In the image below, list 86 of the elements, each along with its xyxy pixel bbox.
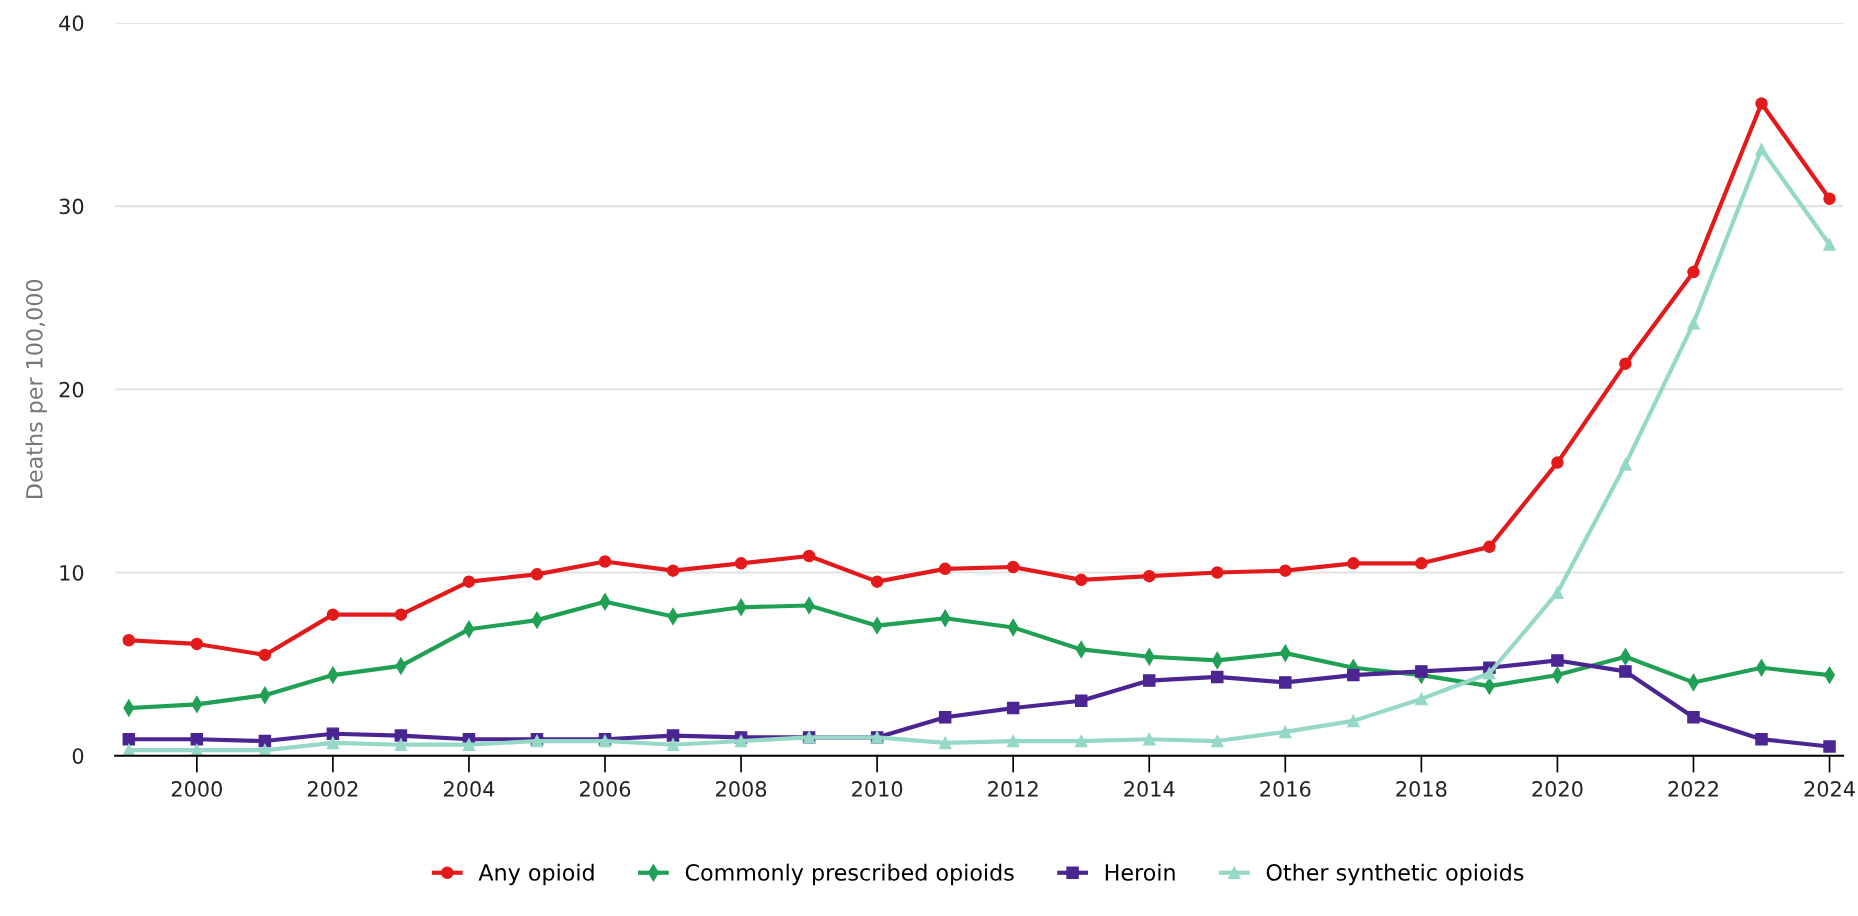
point [666,729,680,742]
point [1211,734,1224,748]
point [802,549,816,563]
point [1211,566,1224,579]
point [1142,732,1156,746]
point [394,608,408,621]
point [1551,456,1564,469]
point [1755,143,1768,156]
y-axis-title: Deaths per 100,000 [25,279,48,498]
y-tick-label: 40 [59,15,84,32]
point [1074,573,1088,587]
x-tick-label: 2024 [1804,781,1855,797]
point [666,564,680,577]
point [1142,674,1156,687]
x-tick-label: 2018 [1396,781,1447,797]
point [1687,317,1700,330]
point [1755,97,1768,110]
point [1483,540,1496,554]
point [1279,725,1292,739]
x-tick-label: 2006 [580,781,631,797]
x-tick-label: 2014 [1124,781,1175,797]
point [1823,740,1836,753]
point [1347,714,1360,728]
point [1755,732,1768,746]
point [1006,560,1020,574]
y-tick-label: 20 [59,381,84,398]
point [1074,734,1088,748]
point [734,557,748,570]
x-tick-label: 2000 [171,781,222,797]
x-tick-label: 2012 [988,781,1038,797]
x-tick-label: 2010 [852,781,903,797]
point [190,732,204,746]
point [190,637,204,651]
point [1619,357,1632,370]
point [938,562,952,576]
point [1823,192,1836,206]
point [1347,557,1360,570]
point [598,555,612,568]
point [1142,569,1156,583]
point [1006,734,1020,748]
point [394,729,408,742]
point [1551,586,1564,599]
point [326,727,340,740]
x-tick-label: 2016 [1260,781,1311,797]
point [666,738,680,751]
x-tick-label: 2004 [443,781,495,797]
point [462,575,476,588]
point [122,732,136,746]
point [1279,676,1292,689]
point [938,736,952,750]
point [258,648,272,662]
x-tick-label: 2020 [1532,781,1583,797]
point [1551,654,1564,667]
point [1006,701,1020,715]
legend-label: Any opioid [478,863,594,886]
point [1687,710,1700,724]
point [1279,564,1292,577]
point [1823,238,1836,251]
point [530,568,544,581]
point [1415,665,1428,678]
point [734,734,748,748]
x-tick-label: 2002 [307,781,358,797]
point [1619,665,1632,678]
point [326,736,340,750]
point [1483,667,1496,680]
point [1415,557,1428,570]
point [122,634,136,647]
y-tick-label: 30 [59,198,84,215]
point [1347,668,1360,682]
y-tick-label: 0 [72,748,84,764]
x-tick-label: 2022 [1668,781,1718,797]
point [938,710,952,724]
point [394,738,408,751]
legend-label: Other synthetic opioids [1266,863,1524,886]
point [870,575,884,588]
x-tick-label: 2008 [716,781,767,797]
legend-label: Commonly prescribed opioids [685,863,1014,886]
point [1211,670,1224,684]
point [326,608,340,621]
y-tick-label: 10 [60,564,84,581]
point [1074,694,1088,707]
point [462,738,476,751]
legend-label: Heroin [1105,863,1175,881]
point [1619,458,1632,471]
point [1415,692,1428,706]
point [1687,265,1700,279]
